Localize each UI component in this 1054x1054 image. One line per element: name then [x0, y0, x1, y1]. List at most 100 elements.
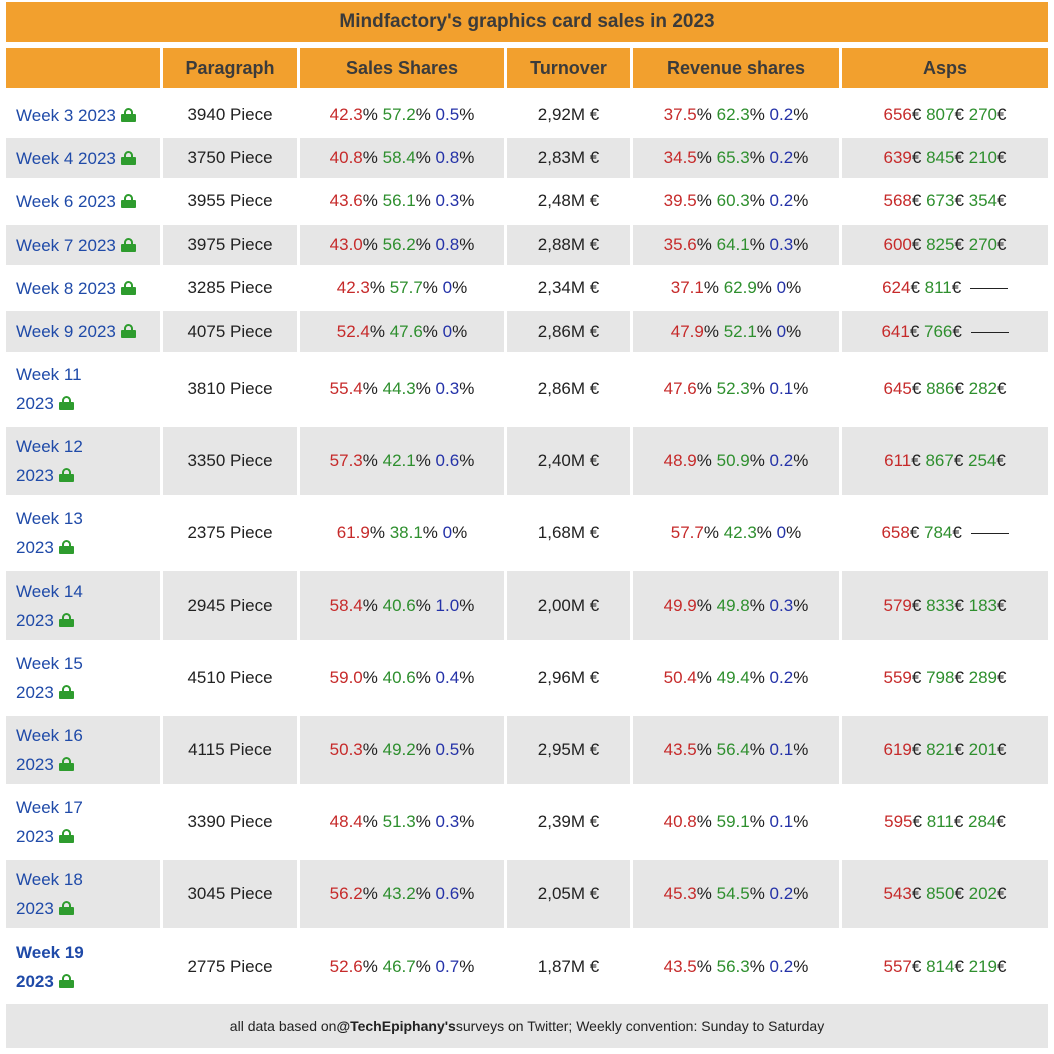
asps-cell: 559€ 798€ 289€ [883, 668, 1007, 687]
turnover-cell: 1,68M € [537, 523, 600, 542]
amd-share: 43.0 [329, 235, 363, 254]
intel-share: 0.7 [435, 956, 460, 976]
amd-share: 43.5 [663, 740, 697, 759]
nvidia-share: 64.1 [716, 235, 750, 254]
intel-share: 0.4 [435, 668, 460, 687]
no-data-dash [970, 533, 1009, 535]
amd-share: 49.9 [663, 595, 697, 615]
intel-share: 0.5 [435, 740, 460, 759]
footer-prefix: all data based on [229, 1018, 337, 1034]
footer-suffix: surveys on Twitter; Weekly convention: S… [455, 1018, 825, 1034]
turnover-cell: 2,05M € [507, 860, 630, 928]
footer-handle-link[interactable]: @TechEpiphany's [336, 1018, 456, 1034]
nvidia-asp: 886 [926, 379, 955, 398]
intel-asp: 282 [968, 379, 998, 398]
intel-share: 1.0 [435, 595, 460, 615]
sales-shares-cell: 42.3% 57.2% 0.5% [329, 105, 475, 124]
amd-share: 58.4 [329, 595, 363, 615]
lock-icon [58, 540, 74, 554]
amd-share: 61.9 [336, 523, 370, 542]
intel-share: 0 [776, 321, 787, 341]
turnover-cell: 2,40M € [507, 427, 630, 495]
intel-share: 0.3 [435, 191, 460, 210]
asps-cell: 619€ 821€ 201€ [842, 716, 1048, 784]
paragraph-header: Paragraph [163, 48, 297, 88]
revenue-shares-cell: 47.9% 52.1% 0% [633, 311, 839, 352]
revenue-shares-cell: 45.3% 54.5% 0.2% [633, 860, 839, 928]
lock-icon [120, 193, 136, 208]
amd-share: 45.3 [663, 884, 697, 903]
intel-asp: 183 [968, 595, 998, 615]
week-link[interactable]: Week 15 2023 [16, 654, 83, 702]
amd-asp: 600 [883, 235, 912, 254]
paragraph-cell: 4075 Piece [163, 311, 297, 352]
table-row: Week 11 2023 3810 Piece 55.4% 44.3% 0.3% 2,… [0, 355, 1054, 423]
amd-asp: 641 [881, 321, 910, 341]
amd-share: 39.5 [663, 191, 697, 210]
asps-header: Asps [842, 48, 1048, 88]
week-link[interactable]: Week 11 2023 [16, 365, 82, 413]
amd-asp: 559 [883, 668, 912, 687]
week-link[interactable]: Week 4 2023 [16, 148, 116, 168]
nvidia-share: 56.3 [716, 956, 750, 976]
intel-share: 0 [776, 278, 787, 297]
nvidia-asp: 766 [924, 321, 953, 341]
week-link[interactable]: Week 13 2023 [16, 509, 83, 557]
week-link[interactable]: Week 12 2023 [16, 437, 83, 485]
intel-share: 0.2 [769, 956, 794, 976]
paragraph-cell: 2775 Piece [187, 956, 273, 976]
intel-share: 0.3 [769, 235, 794, 254]
week-link[interactable]: Week 6 2023 [16, 191, 116, 211]
amd-asp: 611 [884, 451, 912, 470]
amd-share: 52.6 [329, 956, 363, 976]
paragraph-cell: 3810 Piece [187, 379, 273, 398]
asps-cell: 656€ 807€ 270€ [883, 105, 1007, 124]
week-link[interactable]: Week 19 2023 [16, 942, 84, 991]
nvidia-share: 62.9 [723, 278, 757, 297]
lock-icon [120, 237, 136, 252]
table-title: Mindfactory's graphics card sales in 202… [6, 2, 1048, 42]
intel-share: 0.6 [435, 884, 460, 903]
amd-share: 57.3 [329, 451, 363, 470]
nvidia-share: 65.3 [716, 148, 750, 167]
nvidia-asp: 845 [926, 148, 955, 167]
week-link[interactable]: Week 18 2023 [16, 870, 83, 918]
revenue-shares-cell: 43.5% 56.3% 0.2% [663, 956, 809, 976]
nvidia-asp: 821 [926, 740, 955, 759]
amd-share: 43.5 [663, 956, 697, 976]
week-link[interactable]: Week 3 2023 [16, 105, 116, 125]
nvidia-share: 60.3 [716, 191, 750, 210]
sales-shares-cell: 43.0% 56.2% 0.8% [300, 225, 504, 265]
lock-icon [58, 612, 74, 627]
intel-asp: 284 [968, 812, 997, 831]
week-link[interactable]: Week 14 2023 [16, 581, 83, 630]
nvidia-share: 56.2 [382, 235, 416, 254]
week-cell: Week 19 2023 [6, 932, 160, 1001]
intel-asp: 210 [968, 148, 998, 167]
revenue-shares-cell: 37.5% 62.3% 0.2% [663, 105, 809, 124]
asps-cell: 579€ 833€ 183€ [842, 571, 1048, 640]
paragraph-cell: 3045 Piece [163, 860, 297, 928]
nvidia-share: 54.5 [716, 884, 750, 903]
paragraph-cell: 3940 Piece [187, 105, 273, 124]
intel-asp: 219 [968, 956, 998, 976]
week-link[interactable]: Week 17 2023 [16, 798, 83, 846]
amd-share: 56.2 [329, 884, 363, 903]
week-link[interactable]: Week 9 2023 [16, 322, 116, 341]
amd-share: 34.5 [663, 148, 697, 167]
nvidia-share: 62.3 [716, 105, 750, 124]
intel-share: 0.3 [435, 812, 460, 831]
paragraph-cell: 3955 Piece [187, 191, 273, 210]
amd-share: 42.3 [336, 278, 370, 297]
nvidia-share: 49.4 [716, 668, 750, 687]
week-cell: Week 7 2023 [6, 225, 160, 265]
week-link[interactable]: Week 7 2023 [16, 235, 116, 255]
intel-share: 0.3 [435, 379, 460, 398]
week-link[interactable]: Week 16 2023 [16, 726, 83, 774]
sales-shares-cell: 58.4% 40.6% 1.0% [300, 571, 504, 640]
table-row: Week 19 2023 2775 Piece 52.6% 46.7% 0.7% 1,… [0, 932, 1054, 1001]
week-link[interactable]: Week 8 2023 [16, 278, 116, 298]
turnover-cell: 2,39M € [537, 812, 600, 831]
week-cell: Week 8 2023 [6, 268, 160, 308]
